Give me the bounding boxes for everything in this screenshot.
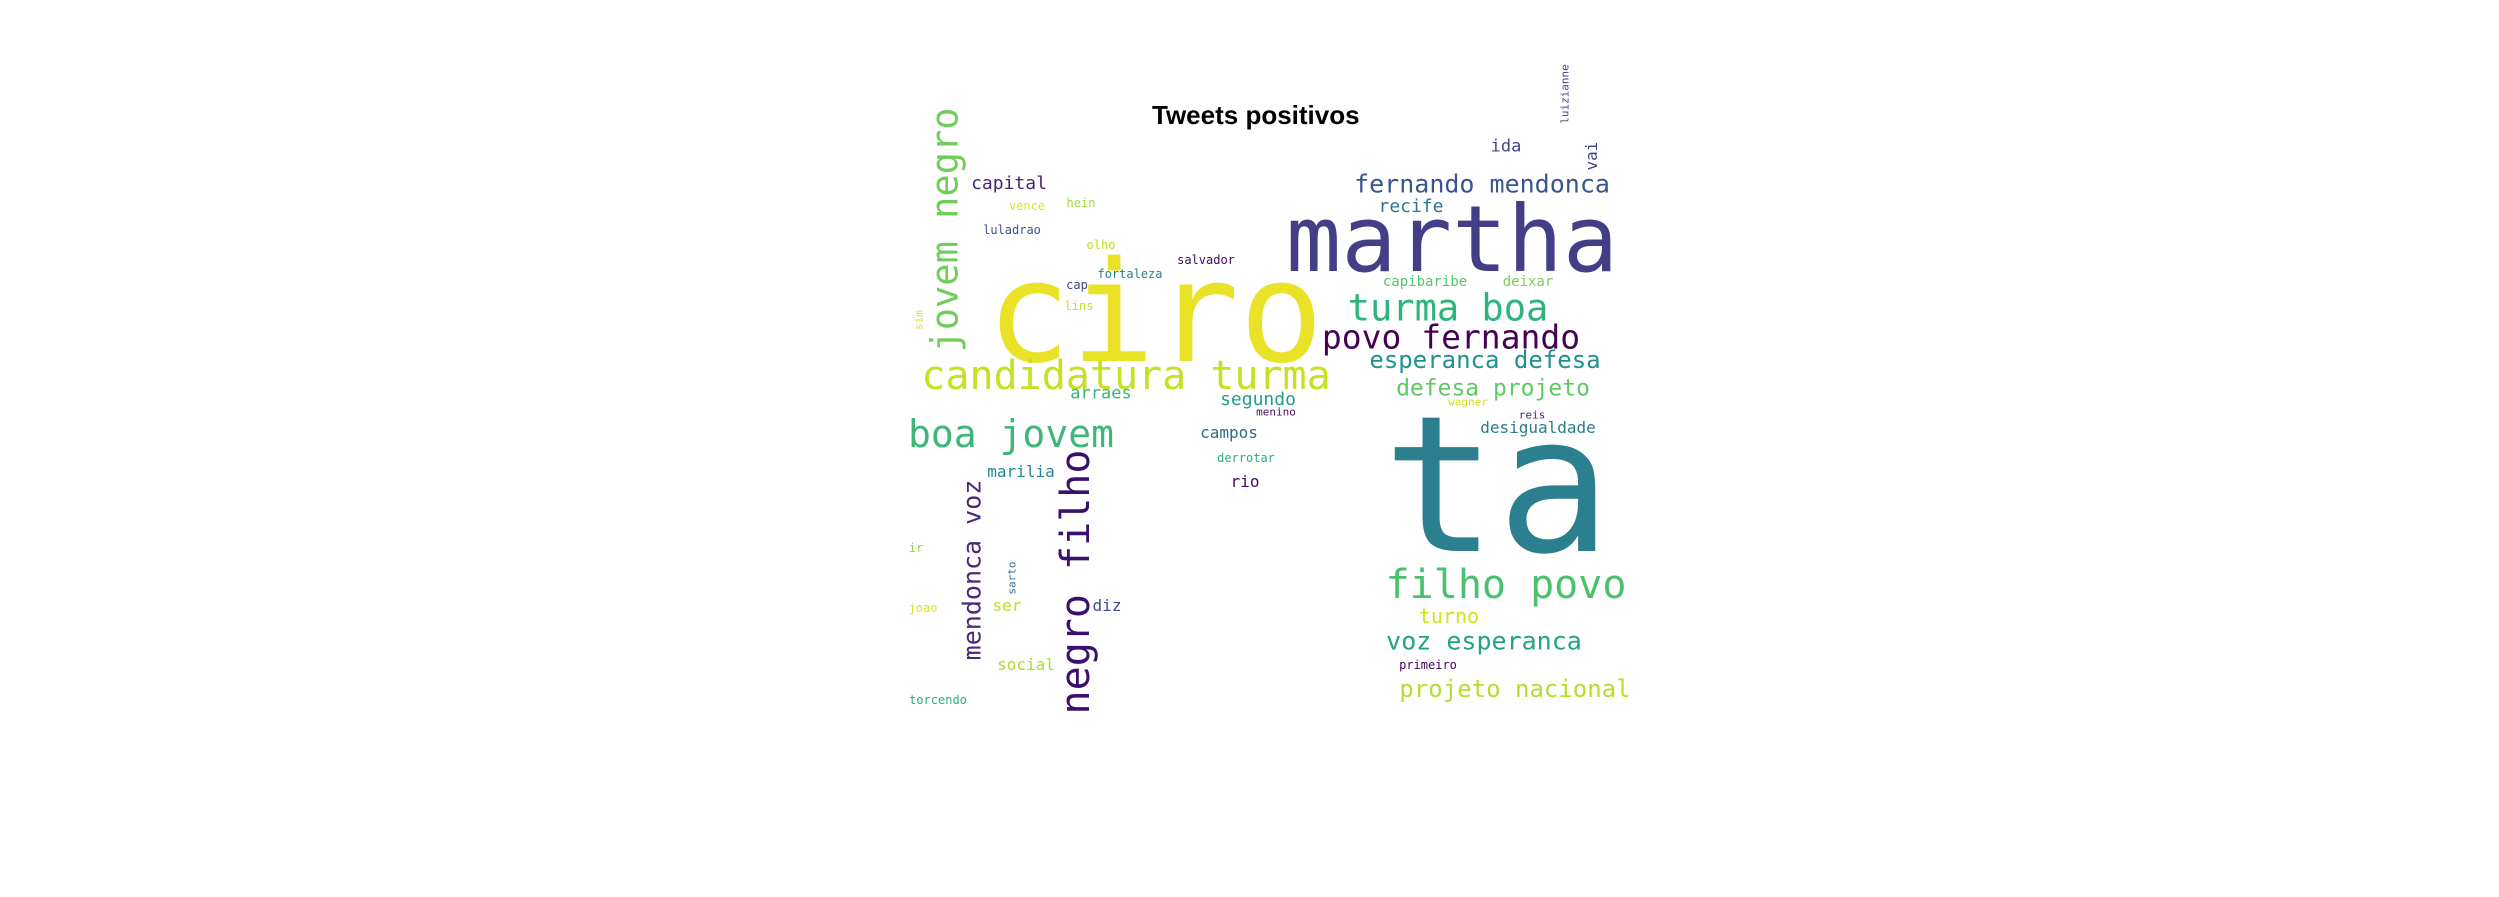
word-ta: ta bbox=[1382, 375, 1612, 596]
word-turma-boa: turma boa bbox=[1347, 286, 1549, 330]
word-rio: rio bbox=[1230, 472, 1260, 491]
word-torcendo: torcendo bbox=[909, 693, 967, 707]
word-salvador: salvador bbox=[1177, 253, 1235, 267]
word-primeiro: primeiro bbox=[1399, 658, 1457, 672]
word-voz-esperanca: voz esperanca bbox=[1386, 626, 1582, 656]
word-luizianne: luizianne bbox=[1558, 64, 1572, 124]
word-sim: sim bbox=[912, 310, 926, 330]
word-recife: recife bbox=[1378, 196, 1444, 217]
word-diz: diz bbox=[1092, 596, 1122, 615]
word-campos: campos bbox=[1200, 423, 1258, 442]
word-boa-jovem: boa jovem bbox=[908, 412, 1114, 456]
word-mendonca-voz: mendonca voz bbox=[957, 479, 987, 661]
word-desigualdade: desigualdade bbox=[1480, 418, 1596, 437]
word-segundo: segundo bbox=[1220, 389, 1296, 410]
word-esperanca-defesa: esperanca defesa bbox=[1369, 346, 1601, 374]
word-vai: vai bbox=[1582, 141, 1601, 171]
word-hein: hein bbox=[1066, 196, 1096, 210]
chart-title: Tweets positivos bbox=[1152, 100, 1360, 130]
word-ida: ida bbox=[1490, 136, 1522, 157]
word-jovem-negro: jovem negro bbox=[923, 107, 967, 353]
word-ir: ir bbox=[908, 541, 924, 555]
word-ser: ser bbox=[992, 596, 1022, 615]
word-derrotar: derrotar bbox=[1217, 451, 1275, 465]
word-martha: martha bbox=[1285, 186, 1619, 293]
word-negro-filho: negro filho bbox=[1053, 449, 1099, 715]
word-defesa-projeto: defesa projeto bbox=[1396, 375, 1590, 402]
word-cap: cap bbox=[1066, 278, 1088, 292]
word-turno: turno bbox=[1418, 604, 1480, 628]
word-luladrao: luladrao bbox=[983, 223, 1041, 237]
word-wagner: wagner bbox=[1448, 395, 1488, 409]
word-filho-povo: filho povo bbox=[1385, 562, 1627, 608]
word-capital: capital bbox=[971, 173, 1047, 194]
word-ciro: ciro bbox=[986, 232, 1324, 395]
word-arraes: arraes bbox=[1070, 383, 1132, 404]
word-candidatura-turma: candidatura turma bbox=[921, 353, 1331, 399]
word-marilia: marilia bbox=[987, 462, 1055, 481]
word-sarto: sarto bbox=[1005, 561, 1019, 595]
word-lins: lins bbox=[1064, 299, 1094, 313]
word-joao: joao bbox=[908, 601, 938, 615]
word-fernando-mendonca: fernando mendonca bbox=[1354, 169, 1610, 199]
word-vence: vence bbox=[1008, 199, 1046, 213]
word-projeto-nacional: projeto nacional bbox=[1399, 675, 1631, 703]
word-fortaleza: fortaleza bbox=[1097, 267, 1163, 281]
word-deixar: deixar bbox=[1502, 274, 1554, 290]
word-menino: menino bbox=[1256, 405, 1296, 419]
word-reis: reis bbox=[1518, 408, 1546, 422]
word-capibaribe: capibaribe bbox=[1382, 274, 1468, 290]
word-povo-fernando: povo fernando bbox=[1321, 317, 1581, 357]
word-social: social bbox=[997, 655, 1055, 674]
word-olho: olho bbox=[1086, 238, 1116, 252]
